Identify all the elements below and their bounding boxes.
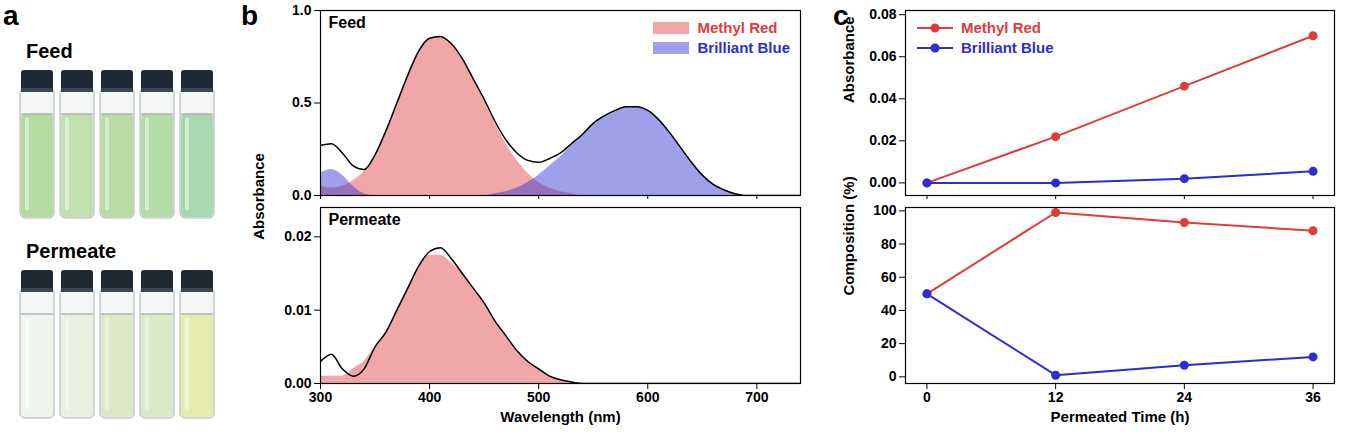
svg-text:b: b (241, 0, 258, 31)
svg-text:500: 500 (527, 389, 551, 405)
svg-text:0.5: 0.5 (292, 94, 312, 110)
svg-text:Permeate: Permeate (329, 211, 401, 228)
svg-text:Feed: Feed (329, 14, 366, 31)
svg-text:0.02: 0.02 (869, 132, 896, 148)
svg-text:36: 36 (1305, 389, 1321, 405)
svg-text:1.0: 1.0 (292, 2, 312, 18)
svg-text:0: 0 (923, 389, 931, 405)
svg-text:80: 80 (881, 236, 897, 252)
svg-text:c: c (833, 0, 849, 31)
svg-text:60: 60 (881, 269, 897, 285)
html-text:Methyl Red: Methyl Red (697, 19, 778, 36)
svg-text:0.00: 0.00 (869, 174, 896, 190)
svg-text:0.02: 0.02 (284, 228, 311, 244)
svg-text:Permeated Time (h): Permeated Time (h) (1051, 408, 1190, 425)
svg-text:0: 0 (889, 368, 897, 384)
svg-text:Absorbance: Absorbance (840, 16, 858, 103)
svg-text:Wavelength (nm): Wavelength (nm) (500, 408, 620, 425)
svg-text:Feed: Feed (26, 40, 73, 62)
svg-text:400: 400 (418, 389, 442, 405)
svg-text:100: 100 (873, 202, 897, 218)
svg-text:Permeate: Permeate (26, 240, 116, 262)
svg-text:a: a (3, 0, 19, 31)
svg-text:0.01: 0.01 (284, 302, 311, 318)
svg-text:12: 12 (1048, 389, 1064, 405)
svg-text:Composition (%): Composition (%) (840, 176, 857, 295)
svg-text:Absorbance: Absorbance (250, 153, 267, 240)
svg-text:700: 700 (745, 389, 769, 405)
svg-text:20: 20 (881, 335, 897, 351)
svg-text:0.08: 0.08 (869, 6, 896, 22)
svg-text:24: 24 (1177, 389, 1193, 405)
svg-text:300: 300 (309, 389, 333, 405)
html-text:Brilliant Blue: Brilliant Blue (961, 39, 1054, 56)
html-text:Methyl Red: Methyl Red (961, 19, 1041, 36)
html-text:Brilliant Blue: Brilliant Blue (697, 39, 790, 56)
svg-text:0.00: 0.00 (284, 375, 311, 391)
svg-text:600: 600 (636, 389, 660, 405)
svg-text:40: 40 (881, 302, 897, 318)
svg-text:0.04: 0.04 (869, 90, 896, 106)
svg-text:0.06: 0.06 (869, 48, 896, 64)
svg-text:0.0: 0.0 (292, 187, 312, 203)
